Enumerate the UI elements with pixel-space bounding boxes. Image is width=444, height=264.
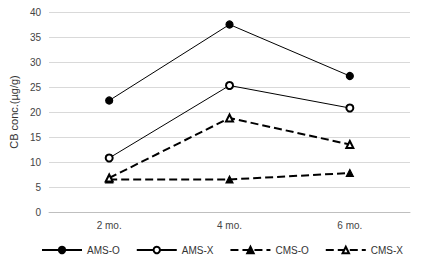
svg-text:CB conc.(µg/g): CB conc.(µg/g) <box>8 75 20 149</box>
svg-text:15: 15 <box>30 132 42 143</box>
svg-text:6 mo.: 6 mo. <box>337 220 362 231</box>
svg-text:10: 10 <box>30 157 42 168</box>
svg-text:40: 40 <box>30 7 42 18</box>
svg-text:30: 30 <box>30 57 42 68</box>
svg-text:AMS-O: AMS-O <box>87 245 120 256</box>
svg-text:CMS-X: CMS-X <box>371 245 404 256</box>
svg-text:2 mo.: 2 mo. <box>97 220 122 231</box>
svg-text:25: 25 <box>30 82 42 93</box>
svg-text:20: 20 <box>30 107 42 118</box>
svg-text:4 mo.: 4 mo. <box>217 220 242 231</box>
svg-text:35: 35 <box>30 32 42 43</box>
svg-text:CMS-O: CMS-O <box>275 245 309 256</box>
svg-text:0: 0 <box>35 207 41 218</box>
svg-text:5: 5 <box>35 182 41 193</box>
svg-text:AMS-X: AMS-X <box>182 245 214 256</box>
